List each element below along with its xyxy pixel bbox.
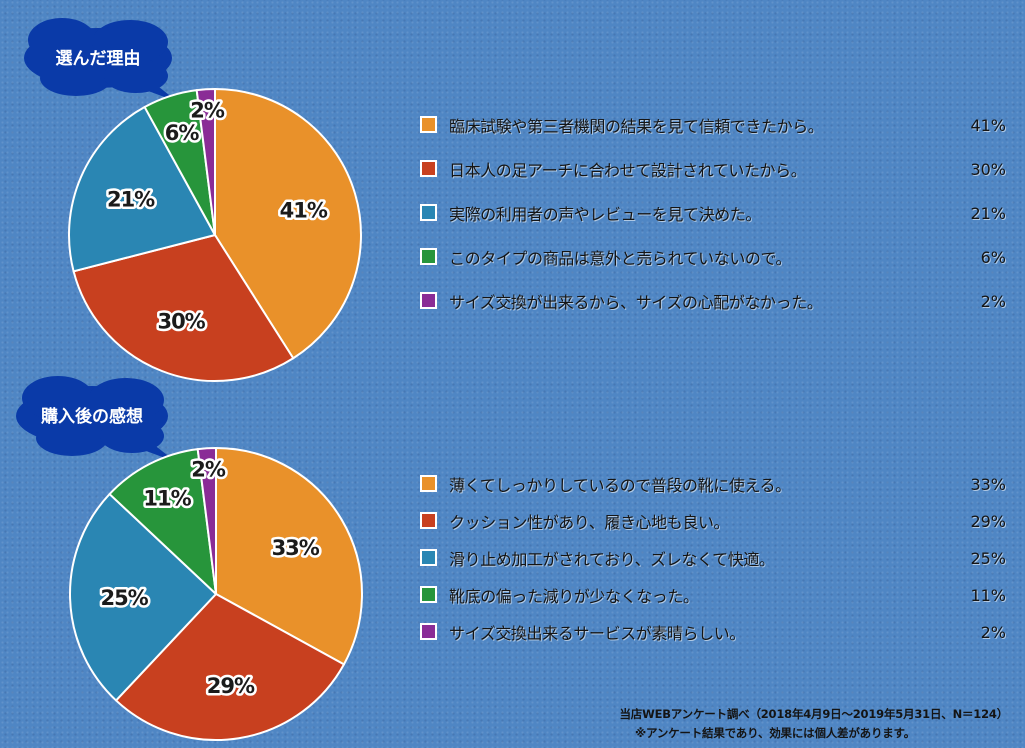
legend-item: 実際の利用者の声やレビューを見て決めた。 21% xyxy=(420,195,1006,231)
pie-slice-5 xyxy=(196,446,217,595)
legend-swatch-orange xyxy=(420,474,437,492)
legend-item: このタイプの商品は意外と売られていないので。 6% xyxy=(420,239,1006,275)
legend-swatch-green xyxy=(420,247,437,265)
legend-item: サイズ交換出来るサービスが素晴らしい。 2% xyxy=(420,614,1006,650)
pie-slice-3 xyxy=(69,493,217,702)
pie-label-2: 30% xyxy=(157,310,205,334)
legend-label: 実際の利用者の声やレビューを見て決めた。 xyxy=(449,205,762,224)
legend-swatch-green xyxy=(420,585,437,603)
legend-label: 日本人の足アーチに合わせて設計されていたから。 xyxy=(449,161,807,180)
pie-slice-4 xyxy=(108,448,217,595)
title-bubble-reasons: 選んだ理由 xyxy=(24,18,178,102)
legend-value: 2% xyxy=(980,291,1006,311)
legend-label: 薄くてしっかりしているので普段の靴に使える。 xyxy=(449,476,791,495)
legend-swatch-red xyxy=(420,159,437,177)
legend-item: サイズ交換が出来るから、サイズの心配がなかった。 2% xyxy=(420,283,1006,319)
legend-label: サイズ交換出来るサービスが素晴らしい。 xyxy=(449,624,745,643)
legend-item: 日本人の足アーチに合わせて設計されていたから。 30% xyxy=(420,151,1006,187)
pie-slice-2 xyxy=(115,593,345,741)
legend-value: 6% xyxy=(980,247,1006,267)
pie-label-1: 33% xyxy=(272,536,320,560)
legend-swatch-orange xyxy=(420,115,437,133)
legend-item: 滑り止め加工がされており、ズレなくて快適。 25% xyxy=(420,540,1006,576)
legend-reasons: 臨床試験や第三者機関の結果を見て信頼できたから。 41% 日本人の足アーチに合わ… xyxy=(420,107,1006,319)
legend-value: 11% xyxy=(970,585,1006,605)
pie-chart-impressions: 購入後の感想 33% 29% 25% 11%2% xyxy=(16,376,363,741)
pie-slice-5 xyxy=(195,87,216,236)
pie-label-4: 6% xyxy=(165,121,200,145)
legend-swatch-blue xyxy=(420,548,437,566)
legend-label: このタイプの商品は意外と売られていないので。 xyxy=(449,249,792,268)
legend-item: 靴底の偏った減りが少なくなった。 11% xyxy=(420,577,1006,613)
pie-label-5: 2% xyxy=(190,99,225,123)
pie-slice-2 xyxy=(72,234,295,382)
pie-slice-3 xyxy=(68,106,216,273)
footnote-source: 当店WEBアンケート調べ（2018年4月9日〜2019年5月31日、N＝124） xyxy=(619,707,1009,721)
pie-label-3: 21% xyxy=(107,188,155,212)
legend-value: 25% xyxy=(970,548,1006,568)
pie-slices-impressions xyxy=(69,446,363,741)
legend-item: 臨床試験や第三者機関の結果を見て信頼できたから。 41% xyxy=(420,107,1006,143)
pie-label-1: 41% xyxy=(280,198,328,222)
legend-value: 30% xyxy=(970,159,1006,179)
pie-slice-1 xyxy=(215,447,363,666)
pie-chart-reasons: 選んだ理由 41% 30% 21% 6%2% xyxy=(24,18,362,382)
legend-value: 29% xyxy=(970,511,1006,531)
legend-impressions: 薄くてしっかりしているので普段の靴に使える。 33% クッション性があり、履き心… xyxy=(420,466,1006,650)
legend-item: 薄くてしっかりしているので普段の靴に使える。 33% xyxy=(420,466,1006,502)
title-bubble-impressions: 購入後の感想 xyxy=(16,376,176,462)
legend-swatch-purple xyxy=(420,622,437,640)
legend-label: 靴底の偏った減りが少なくなった。 xyxy=(449,587,699,606)
legend-swatch-blue xyxy=(420,203,437,221)
legend-swatch-purple xyxy=(420,291,437,309)
legend-item: クッション性があり、履き心地も良い。 29% xyxy=(420,503,1006,539)
legend-value: 2% xyxy=(980,622,1006,642)
legend-value: 21% xyxy=(970,203,1006,223)
legend-value: 33% xyxy=(970,474,1006,494)
legend-label: クッション性があり、履き心地も良い。 xyxy=(449,513,730,532)
chart-title-impressions: 購入後の感想 xyxy=(41,406,143,427)
pie-slices-reasons xyxy=(68,87,362,382)
legend-label: 滑り止め加工がされており、ズレなくて快適。 xyxy=(449,550,775,569)
footnote-disclaimer: ※アンケート結果であり、効果には個人差があります。 xyxy=(635,726,915,740)
legend-swatch-red xyxy=(420,511,437,529)
legend-label: 臨床試験や第三者機関の結果を見て信頼できたから。 xyxy=(449,117,824,136)
chart-title-reasons: 選んだ理由 xyxy=(56,48,141,69)
pie-labels-impressions: 33% 29% 25% 11%2% xyxy=(98,455,323,700)
legend-label: サイズ交換が出来るから、サイズの心配がなかった。 xyxy=(449,293,823,312)
pie-label-4: 11% xyxy=(143,487,191,511)
pie-label-3: 25% xyxy=(100,586,148,610)
pie-labels-reasons: 41% 30% 21% 6%2% xyxy=(104,96,331,336)
pie-label-2: 29% xyxy=(207,674,255,698)
legend-value: 41% xyxy=(970,115,1006,135)
pie-label-5: 2% xyxy=(191,458,226,482)
